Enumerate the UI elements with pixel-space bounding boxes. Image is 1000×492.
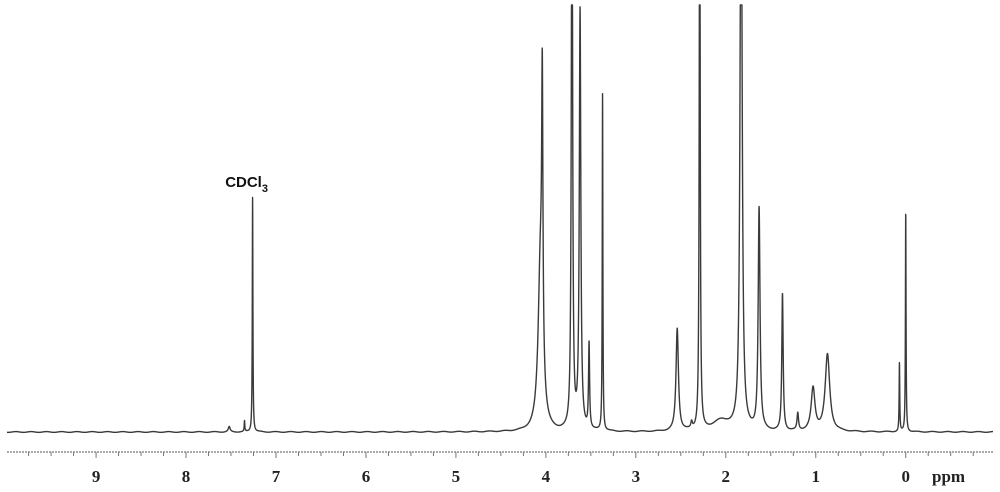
x-ticks [28, 452, 974, 458]
x-tick-label: 0 [901, 467, 910, 486]
x-tick-label: 7 [272, 467, 281, 486]
x-tick-label: 2 [722, 467, 731, 486]
annotation-text: CDCl [225, 174, 262, 191]
x-axis-label: ppm [932, 467, 965, 486]
spectrum-line [6, 4, 994, 434]
x-tick-label: 8 [182, 467, 191, 486]
annotations: CDCl3 [225, 174, 268, 195]
peak-annotation: CDCl3 [225, 174, 268, 195]
x-tick-label: 5 [452, 467, 461, 486]
annotation-subscript: 3 [262, 183, 268, 195]
x-tick-label: 3 [632, 467, 641, 486]
x-tick-label: 6 [362, 467, 371, 486]
x-tick-labels: 9 8 7 6 5 4 3 2 1 0 [92, 467, 910, 486]
x-tick-label: 1 [812, 467, 821, 486]
x-tick-label: 9 [92, 467, 101, 486]
x-tick-label: 4 [542, 467, 551, 486]
